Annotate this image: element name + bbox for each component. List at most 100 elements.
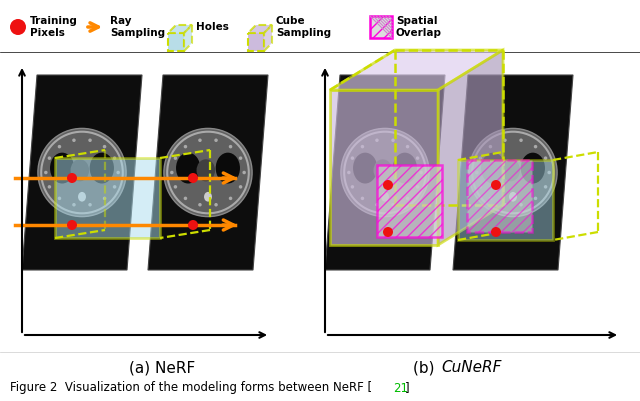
Ellipse shape [503, 138, 507, 142]
Ellipse shape [521, 153, 545, 184]
Ellipse shape [341, 128, 429, 217]
Ellipse shape [173, 185, 177, 188]
Ellipse shape [381, 192, 389, 202]
Ellipse shape [547, 171, 551, 174]
Ellipse shape [170, 171, 173, 174]
Ellipse shape [103, 196, 106, 200]
Ellipse shape [481, 153, 506, 184]
Ellipse shape [347, 171, 351, 174]
Ellipse shape [491, 227, 501, 237]
Ellipse shape [475, 171, 479, 174]
Ellipse shape [113, 185, 116, 188]
Ellipse shape [70, 159, 89, 181]
Ellipse shape [214, 203, 218, 207]
Ellipse shape [416, 185, 419, 188]
Ellipse shape [491, 180, 501, 190]
Ellipse shape [47, 185, 51, 188]
Text: Ray
Sampling: Ray Sampling [110, 16, 165, 38]
Bar [55, 158, 160, 238]
Polygon shape [453, 75, 573, 270]
Ellipse shape [239, 156, 243, 160]
Text: ]: ] [405, 381, 410, 395]
Ellipse shape [58, 145, 61, 148]
Ellipse shape [67, 220, 77, 230]
Ellipse shape [228, 145, 232, 148]
Ellipse shape [67, 173, 77, 183]
Text: (a) NeRF: (a) NeRF [129, 360, 195, 375]
Polygon shape [248, 33, 264, 51]
Ellipse shape [72, 138, 76, 142]
Ellipse shape [72, 203, 76, 207]
Ellipse shape [544, 156, 547, 160]
Ellipse shape [44, 171, 47, 174]
Ellipse shape [228, 196, 232, 200]
Ellipse shape [406, 196, 410, 200]
Polygon shape [168, 33, 184, 51]
Polygon shape [438, 50, 503, 245]
Text: CuNeRF: CuNeRF [441, 360, 501, 375]
Ellipse shape [10, 19, 26, 35]
Ellipse shape [173, 156, 177, 160]
Ellipse shape [113, 156, 116, 160]
Ellipse shape [164, 128, 252, 217]
Ellipse shape [188, 220, 198, 230]
Ellipse shape [78, 192, 86, 202]
Ellipse shape [214, 138, 218, 142]
Bar [467, 160, 532, 232]
Ellipse shape [38, 128, 126, 217]
Ellipse shape [198, 138, 202, 142]
Polygon shape [325, 75, 445, 270]
Ellipse shape [534, 145, 538, 148]
Ellipse shape [204, 192, 212, 202]
Ellipse shape [489, 196, 492, 200]
Polygon shape [330, 90, 438, 245]
Ellipse shape [503, 203, 507, 207]
Bar [377, 165, 442, 237]
Polygon shape [264, 25, 272, 51]
Ellipse shape [243, 171, 246, 174]
Ellipse shape [47, 156, 51, 160]
Polygon shape [148, 75, 268, 270]
Ellipse shape [383, 180, 393, 190]
Ellipse shape [544, 185, 547, 188]
Text: Training
Pixels: Training Pixels [30, 16, 78, 38]
Ellipse shape [406, 145, 410, 148]
Ellipse shape [184, 196, 188, 200]
Ellipse shape [391, 203, 395, 207]
Text: Spatial
Overlap: Spatial Overlap [396, 16, 442, 38]
Ellipse shape [479, 156, 482, 160]
Ellipse shape [176, 153, 200, 184]
Ellipse shape [116, 171, 120, 174]
Ellipse shape [58, 196, 61, 200]
Ellipse shape [216, 153, 240, 184]
Ellipse shape [393, 153, 417, 184]
Ellipse shape [239, 185, 243, 188]
Ellipse shape [88, 138, 92, 142]
Ellipse shape [519, 203, 523, 207]
Polygon shape [22, 75, 142, 270]
Text: Cube
Sampling: Cube Sampling [276, 16, 331, 38]
Ellipse shape [489, 145, 492, 148]
Ellipse shape [469, 128, 557, 217]
Ellipse shape [509, 192, 517, 202]
Ellipse shape [198, 203, 202, 207]
Ellipse shape [519, 138, 523, 142]
Ellipse shape [419, 171, 423, 174]
Ellipse shape [103, 145, 106, 148]
Ellipse shape [50, 153, 74, 184]
Ellipse shape [88, 203, 92, 207]
Ellipse shape [90, 153, 114, 184]
Ellipse shape [361, 196, 364, 200]
Ellipse shape [375, 203, 379, 207]
Polygon shape [330, 50, 503, 90]
Ellipse shape [361, 145, 364, 148]
Ellipse shape [383, 227, 393, 237]
Ellipse shape [375, 138, 379, 142]
Text: 21: 21 [393, 381, 408, 395]
Polygon shape [184, 25, 192, 51]
Ellipse shape [534, 196, 538, 200]
Ellipse shape [351, 185, 354, 188]
Ellipse shape [188, 173, 198, 183]
Ellipse shape [502, 159, 520, 181]
Text: (b): (b) [413, 360, 439, 375]
